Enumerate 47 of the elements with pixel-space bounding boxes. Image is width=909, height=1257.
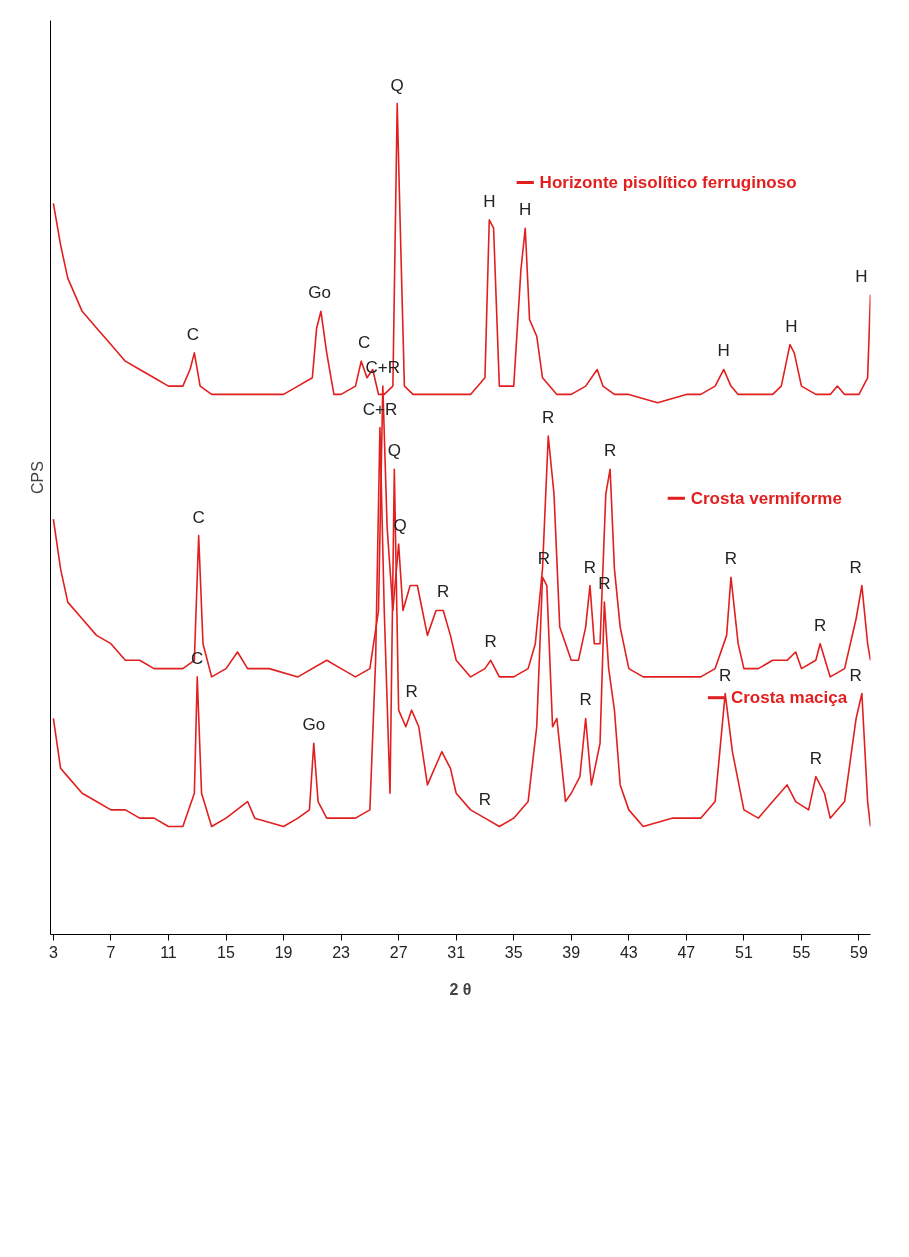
x-tick-label: 3	[48, 943, 58, 961]
annotation: R	[849, 665, 862, 685]
x-tick-label: 35	[504, 943, 523, 961]
legend-label: Crosta maciça	[730, 688, 848, 708]
annotation: H	[519, 200, 532, 220]
annotation: R	[437, 582, 450, 602]
x-tick-label: 7	[106, 943, 116, 961]
annotation: R	[814, 615, 827, 635]
annotation: C	[191, 648, 204, 668]
x-tick-label: 55	[792, 943, 811, 961]
annotation: R	[724, 549, 738, 569]
annotation: Go	[302, 715, 326, 735]
annotation: R	[579, 690, 592, 710]
x-tick-label: 51	[735, 943, 753, 961]
annotation: R	[583, 557, 597, 577]
annotation: Go	[308, 283, 331, 303]
annotation: C	[192, 507, 205, 527]
x-tick-label: 15	[217, 943, 236, 961]
x-tick-label: 31	[447, 943, 466, 961]
annotation: R	[719, 665, 732, 685]
annotation: H	[717, 341, 730, 361]
annotation: C	[357, 333, 371, 353]
x-axis-title: 2 θ	[449, 980, 472, 998]
annotation: R	[478, 790, 492, 810]
x-tick-label: 43	[619, 943, 638, 961]
x-tick-label: 59	[850, 943, 868, 961]
annotation: R	[603, 441, 617, 461]
annotation: Q	[387, 441, 401, 461]
annotation: R	[542, 407, 555, 427]
x-tick-label: 27	[389, 943, 408, 961]
x-tick-label: 39	[562, 943, 581, 961]
annotation: Q	[390, 75, 404, 95]
annotation: H	[785, 316, 798, 336]
x-tick-label: 47	[677, 943, 696, 961]
legend-label: Crosta vermiforme	[690, 488, 842, 508]
legend-label: Horizonte pisolítico ferruginoso	[539, 173, 797, 193]
y-axis-title: CPS	[28, 461, 46, 494]
x-tick-label: 11	[160, 943, 177, 961]
annotation: H	[855, 266, 868, 286]
x-tick-label: 23	[332, 943, 351, 961]
annotation: H	[483, 191, 496, 211]
annotation: R	[849, 557, 862, 577]
annotation: R	[809, 748, 822, 768]
annotation: R	[484, 632, 497, 652]
annotation: R	[405, 682, 418, 702]
annotation: C	[186, 324, 200, 344]
x-tick-label: 19	[274, 943, 293, 961]
